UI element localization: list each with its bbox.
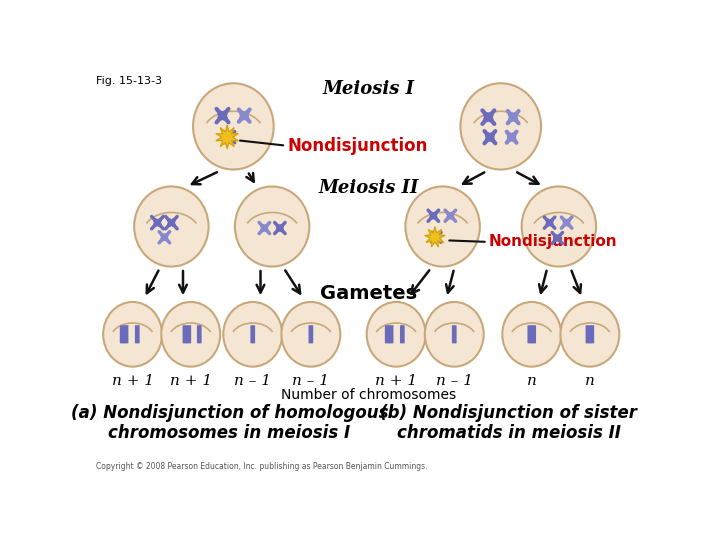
Text: n + 1: n + 1 [170, 374, 212, 388]
FancyBboxPatch shape [585, 325, 590, 343]
FancyBboxPatch shape [400, 325, 405, 343]
Text: (a) Nondisjunction of homologous
chromosomes in meiosis I: (a) Nondisjunction of homologous chromos… [71, 403, 388, 442]
Text: Number of chromosomes: Number of chromosomes [282, 388, 456, 402]
FancyBboxPatch shape [183, 325, 187, 343]
Ellipse shape [503, 302, 561, 367]
FancyBboxPatch shape [389, 325, 393, 343]
FancyBboxPatch shape [197, 325, 202, 343]
FancyBboxPatch shape [531, 325, 536, 343]
Text: Nondisjunction: Nondisjunction [489, 234, 618, 249]
FancyBboxPatch shape [124, 325, 128, 343]
Ellipse shape [235, 186, 310, 267]
Ellipse shape [193, 83, 274, 170]
Ellipse shape [134, 186, 209, 267]
Text: Meiosis II: Meiosis II [319, 179, 419, 197]
Ellipse shape [560, 302, 619, 367]
Text: n: n [527, 374, 536, 388]
Text: n – 1: n – 1 [234, 374, 271, 388]
Text: n: n [585, 374, 595, 388]
Ellipse shape [461, 83, 541, 170]
Text: n + 1: n + 1 [375, 374, 417, 388]
FancyBboxPatch shape [590, 325, 594, 343]
FancyBboxPatch shape [528, 325, 532, 343]
Ellipse shape [425, 302, 484, 367]
Text: n + 1: n + 1 [112, 374, 153, 388]
FancyBboxPatch shape [452, 325, 456, 343]
Text: Gametes: Gametes [320, 284, 418, 303]
Text: Nondisjunction: Nondisjunction [287, 137, 428, 154]
Text: Fig. 15-13-3: Fig. 15-13-3 [96, 76, 162, 85]
Polygon shape [425, 227, 445, 247]
Text: n – 1: n – 1 [436, 374, 473, 388]
FancyBboxPatch shape [186, 325, 192, 343]
FancyBboxPatch shape [308, 325, 313, 343]
FancyBboxPatch shape [251, 325, 255, 343]
Ellipse shape [161, 302, 220, 367]
Text: n – 1: n – 1 [292, 374, 329, 388]
Ellipse shape [282, 302, 341, 367]
Text: Meiosis I: Meiosis I [323, 80, 415, 98]
Text: Copyright © 2008 Pearson Education, Inc. publishing as Pearson Benjamin Cummings: Copyright © 2008 Pearson Education, Inc.… [96, 462, 428, 471]
Ellipse shape [103, 302, 162, 367]
Text: (b) Nondisjunction of sister
chromatids in meiosis II: (b) Nondisjunction of sister chromatids … [380, 403, 637, 442]
Ellipse shape [405, 186, 480, 267]
FancyBboxPatch shape [385, 325, 390, 343]
Ellipse shape [366, 302, 426, 367]
Ellipse shape [522, 186, 596, 267]
Polygon shape [216, 126, 238, 148]
FancyBboxPatch shape [120, 325, 125, 343]
FancyBboxPatch shape [135, 325, 140, 343]
Ellipse shape [223, 302, 282, 367]
